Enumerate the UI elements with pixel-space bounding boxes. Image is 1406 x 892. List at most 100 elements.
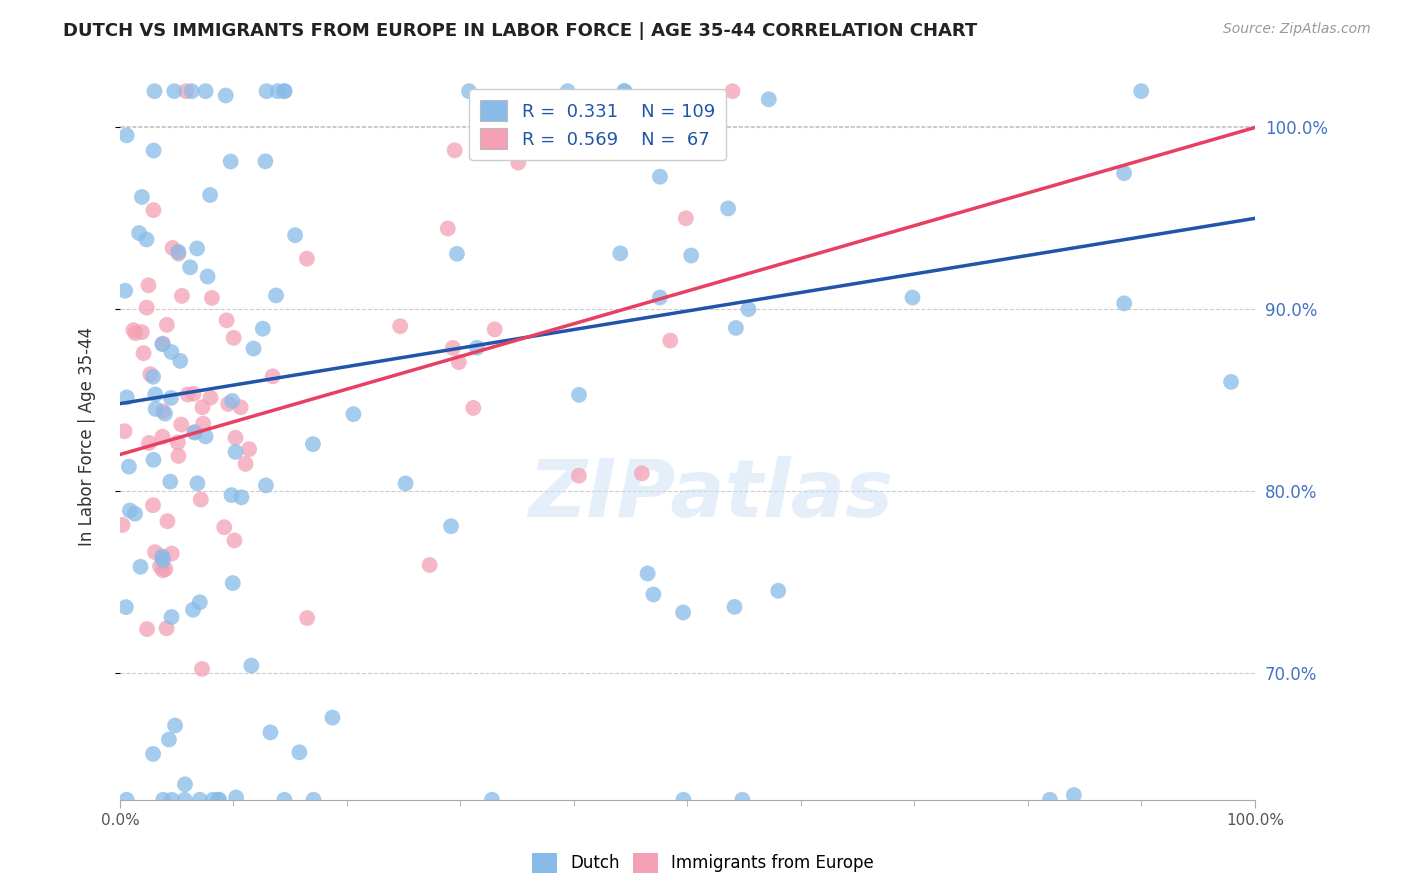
- Point: [118, 459, 141, 474]
- Point: [219, 154, 242, 169]
- Point: [160, 345, 183, 359]
- Point: [197, 269, 219, 284]
- Point: [128, 226, 150, 240]
- Point: [240, 658, 263, 673]
- Point: [723, 599, 745, 614]
- Point: [252, 321, 274, 335]
- Point: [659, 334, 682, 348]
- Point: [115, 793, 138, 807]
- Point: [131, 325, 153, 339]
- Point: [194, 84, 217, 98]
- Point: [321, 710, 343, 724]
- Point: [224, 533, 246, 548]
- Point: [167, 246, 190, 260]
- Point: [162, 241, 184, 255]
- Point: [142, 203, 165, 218]
- Point: [288, 745, 311, 759]
- Point: [176, 387, 198, 401]
- Point: [225, 431, 247, 445]
- Point: [273, 793, 295, 807]
- Point: [188, 793, 211, 807]
- Point: [672, 793, 695, 807]
- Point: [675, 211, 697, 226]
- Point: [481, 793, 503, 807]
- Point: [681, 248, 703, 262]
- Point: [235, 457, 257, 471]
- Point: [295, 252, 318, 266]
- Legend: R =  0.331    N = 109, R =  0.569    N =  67: R = 0.331 N = 109, R = 0.569 N = 67: [470, 89, 725, 160]
- Point: [264, 288, 287, 302]
- Point: [160, 793, 183, 807]
- Point: [342, 407, 364, 421]
- Point: [458, 84, 481, 98]
- Point: [136, 622, 159, 636]
- Point: [1039, 793, 1062, 807]
- Point: [152, 553, 174, 567]
- Y-axis label: In Labor Force | Age 35-44: In Labor Force | Age 35-44: [79, 326, 96, 546]
- Point: [183, 425, 205, 439]
- Point: [447, 355, 470, 369]
- Point: [145, 401, 167, 416]
- Point: [267, 84, 290, 98]
- Point: [174, 777, 197, 791]
- Point: [568, 388, 591, 402]
- Point: [1130, 84, 1153, 98]
- Point: [155, 621, 177, 635]
- Point: [166, 435, 188, 450]
- Point: [131, 190, 153, 204]
- Point: [242, 342, 264, 356]
- Point: [648, 291, 671, 305]
- Point: [142, 747, 165, 761]
- Point: [256, 84, 278, 98]
- Point: [150, 549, 173, 564]
- Point: [198, 188, 221, 202]
- Point: [225, 790, 247, 805]
- Point: [389, 319, 412, 334]
- Point: [156, 514, 179, 528]
- Point: [152, 336, 174, 351]
- Point: [157, 732, 180, 747]
- Point: [768, 583, 790, 598]
- Point: [118, 503, 141, 517]
- Point: [190, 492, 212, 507]
- Point: [221, 488, 243, 502]
- Point: [160, 391, 183, 405]
- Point: [1063, 788, 1085, 802]
- Point: [188, 595, 211, 609]
- Point: [758, 92, 780, 106]
- Point: [737, 302, 759, 317]
- Point: [135, 232, 157, 246]
- Point: [648, 169, 671, 184]
- Point: [150, 337, 173, 351]
- Point: [142, 453, 165, 467]
- Point: [724, 321, 747, 335]
- Point: [152, 430, 174, 444]
- Point: [139, 367, 162, 381]
- Point: [181, 603, 204, 617]
- Point: [721, 84, 744, 98]
- Point: [259, 725, 281, 739]
- Point: [284, 228, 307, 243]
- Point: [613, 84, 636, 98]
- Point: [135, 301, 157, 315]
- Point: [273, 84, 295, 98]
- Point: [613, 84, 636, 98]
- Point: [124, 326, 146, 340]
- Point: [142, 369, 165, 384]
- Point: [231, 491, 253, 505]
- Point: [160, 547, 183, 561]
- Point: [173, 793, 195, 807]
- Legend: Dutch, Immigrants from Europe: Dutch, Immigrants from Europe: [526, 847, 880, 880]
- Point: [222, 331, 245, 345]
- Point: [463, 401, 485, 415]
- Point: [194, 429, 217, 443]
- Point: [215, 313, 238, 327]
- Point: [637, 566, 659, 581]
- Point: [169, 354, 191, 368]
- Point: [643, 587, 665, 601]
- Point: [222, 576, 245, 591]
- Point: [1220, 375, 1243, 389]
- Point: [221, 393, 243, 408]
- Point: [440, 519, 463, 533]
- Point: [273, 84, 295, 98]
